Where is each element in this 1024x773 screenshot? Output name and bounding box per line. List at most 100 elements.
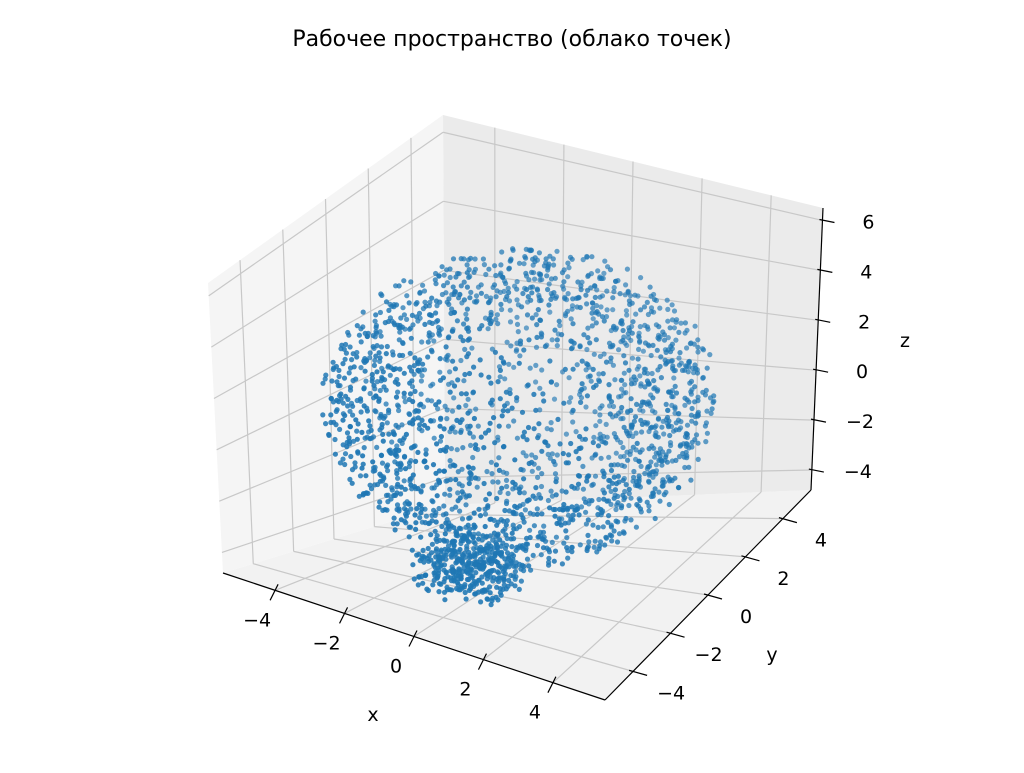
scatter-point xyxy=(684,345,689,350)
scatter-point xyxy=(445,300,450,305)
scatter-point xyxy=(635,483,640,488)
scatter-point xyxy=(500,275,505,280)
scatter-point xyxy=(576,473,581,478)
scatter-point xyxy=(581,487,586,492)
scatter-point xyxy=(473,562,478,567)
scatter-point xyxy=(413,527,418,532)
scatter-point xyxy=(524,536,529,541)
scatter-point xyxy=(420,283,425,288)
scatter-point xyxy=(506,491,511,496)
scatter-point xyxy=(393,527,398,532)
scatter-point xyxy=(597,412,602,417)
scatter-point xyxy=(552,397,557,402)
scatter-point xyxy=(403,520,408,525)
scatter-point xyxy=(506,266,511,271)
scatter-point xyxy=(533,363,538,368)
scatter-point xyxy=(527,497,532,502)
scatter-point xyxy=(565,274,570,279)
scatter-point xyxy=(592,409,597,414)
scatter-point xyxy=(390,487,395,492)
scatter-point xyxy=(666,424,671,429)
scatter-point xyxy=(380,461,385,466)
scatter-point xyxy=(605,520,610,525)
scatter-point xyxy=(436,589,441,594)
scatter-point xyxy=(466,516,471,521)
scatter-point xyxy=(651,446,656,451)
scatter-point xyxy=(427,330,432,335)
scatter-point xyxy=(630,356,635,361)
scatter-point xyxy=(426,521,431,526)
scatter-point xyxy=(525,312,530,317)
scatter-point xyxy=(323,373,328,378)
scatter-point xyxy=(579,395,584,400)
scatter-point xyxy=(337,427,342,432)
scatter-point xyxy=(443,531,448,536)
scatter-point xyxy=(533,455,538,460)
scatter-point xyxy=(574,449,579,454)
scatter-point xyxy=(455,318,460,323)
scatter-point xyxy=(695,370,700,375)
scatter-point xyxy=(533,255,538,260)
scatter-point xyxy=(465,285,470,290)
scatter-point xyxy=(358,396,363,401)
scatter-point xyxy=(447,369,452,374)
scatter-point xyxy=(676,485,681,490)
scatter-point xyxy=(401,278,406,283)
scatter-point xyxy=(467,588,472,593)
scatter-point xyxy=(546,264,551,269)
scatter-point xyxy=(323,421,328,426)
scatter-point xyxy=(331,420,336,425)
scatter-point xyxy=(469,346,474,351)
scatter-point xyxy=(376,399,381,404)
scatter-point xyxy=(686,465,691,470)
scatter-point xyxy=(619,378,624,383)
scatter-point xyxy=(623,516,628,521)
scatter-point xyxy=(509,536,514,541)
scatter-point xyxy=(534,345,539,350)
scatter-point xyxy=(569,549,574,554)
scatter-point xyxy=(486,326,491,331)
scatter-point xyxy=(361,358,366,363)
scatter-point xyxy=(496,455,501,460)
scatter-point xyxy=(547,310,552,315)
scatter-point xyxy=(602,471,607,476)
scatter-point xyxy=(383,320,388,325)
scatter-point xyxy=(406,502,411,507)
scatter-point xyxy=(418,510,423,515)
scatter-point xyxy=(370,459,375,464)
scatter-point xyxy=(442,590,447,595)
scatter-point xyxy=(586,517,591,522)
scatter-point xyxy=(661,431,666,436)
scatter-point xyxy=(599,276,604,281)
scatter-point xyxy=(498,368,503,373)
scatter-point xyxy=(412,389,417,394)
scatter-point xyxy=(407,327,412,332)
scatter-point xyxy=(368,436,373,441)
scatter-point xyxy=(494,462,499,467)
scatter-point xyxy=(664,361,669,366)
scatter-point xyxy=(677,350,682,355)
scatter-point xyxy=(381,439,386,444)
scatter-point xyxy=(602,490,607,495)
scatter-point xyxy=(677,363,682,368)
scatter-point xyxy=(517,524,522,529)
scatter-point xyxy=(555,452,560,457)
scatter-point xyxy=(483,511,488,516)
scatter-point xyxy=(498,302,503,307)
scatter-point xyxy=(486,300,491,305)
scatter-point xyxy=(612,475,617,480)
scatter-point xyxy=(536,466,541,471)
scatter-point xyxy=(407,420,412,425)
scatter-point xyxy=(489,471,494,476)
scatter-point xyxy=(468,256,473,261)
scatter-point xyxy=(493,350,498,355)
scatter-point xyxy=(622,531,627,536)
scatter-point xyxy=(658,354,663,359)
scatter-point xyxy=(432,485,437,490)
scatter-point xyxy=(431,338,436,343)
scatter-point xyxy=(377,350,382,355)
scatter-point xyxy=(514,347,519,352)
scatter-point xyxy=(590,301,595,306)
scatter-point xyxy=(585,362,590,367)
scatter-point xyxy=(350,404,355,409)
